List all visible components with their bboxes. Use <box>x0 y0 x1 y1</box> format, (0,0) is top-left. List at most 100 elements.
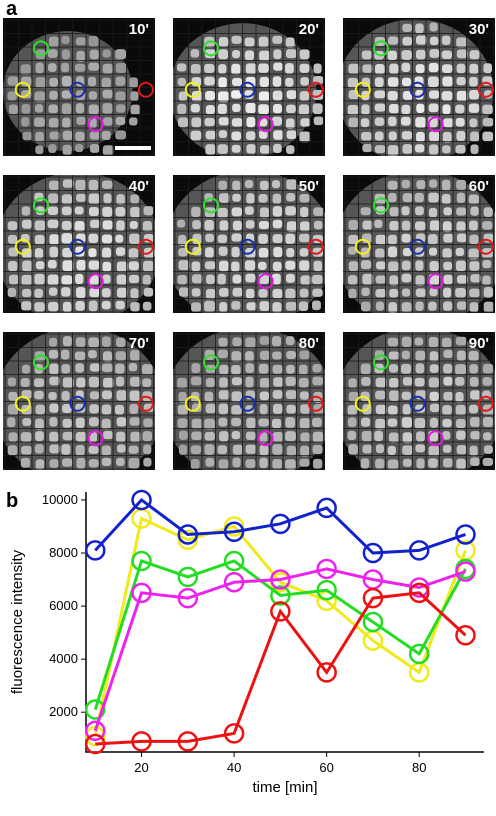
cell-spot <box>34 302 45 312</box>
cell-spot <box>401 391 412 400</box>
cell-spot <box>35 145 44 155</box>
cell-spot <box>299 364 308 375</box>
cell-spot <box>273 130 284 140</box>
cell-spot <box>190 459 200 470</box>
blue-marker-circle <box>409 395 426 412</box>
cell-spot <box>299 233 310 243</box>
cell-spot <box>88 260 100 270</box>
cell-spot <box>246 144 257 154</box>
cell-spot <box>387 459 399 470</box>
cell-spot <box>415 49 426 60</box>
cell-spot <box>299 248 309 257</box>
cell-spot <box>259 50 271 61</box>
cell-spot <box>401 220 411 231</box>
cell-spot <box>375 390 386 400</box>
cell-spot <box>218 403 229 415</box>
cell-spot <box>204 63 215 74</box>
cell-spot <box>401 77 412 87</box>
cell-spot <box>190 130 202 141</box>
cell-spot <box>428 207 438 218</box>
cell-spot <box>401 206 410 216</box>
cell-spot <box>272 261 282 272</box>
cell-spot <box>469 76 478 87</box>
cell-spot <box>177 418 188 429</box>
cell-spot <box>205 457 215 467</box>
data-point <box>223 516 245 537</box>
cell-spot <box>443 363 453 374</box>
cell-spot <box>443 458 453 468</box>
cell-spot <box>75 37 87 46</box>
cell-spot <box>218 246 228 256</box>
cell-spot <box>347 77 359 88</box>
cell-spot <box>389 221 400 231</box>
cell-spot <box>285 336 295 346</box>
cell-spot <box>455 418 466 429</box>
cell-spot <box>441 193 451 205</box>
cell-spot <box>205 144 216 155</box>
cell-spot <box>101 363 113 373</box>
cell-spot <box>48 349 59 359</box>
cell-spot <box>35 418 44 430</box>
cell-spot <box>428 192 439 203</box>
cell-spot <box>88 417 99 427</box>
cell-spot <box>7 417 16 428</box>
cell-spot <box>217 207 228 219</box>
cell-spot <box>470 274 482 283</box>
cell-spot <box>272 219 283 229</box>
cell-spot <box>219 377 228 389</box>
cell-spot <box>415 206 424 216</box>
cell-spot <box>62 179 74 188</box>
cell-spot <box>312 364 322 373</box>
cell-spot <box>402 144 413 154</box>
cell-spot <box>89 363 101 372</box>
cell-spot <box>231 391 242 402</box>
cell-spot <box>388 246 398 258</box>
cell-spot <box>102 206 113 217</box>
cell-spot <box>298 301 309 312</box>
cell-spot <box>286 179 298 190</box>
cell-spot <box>232 337 242 347</box>
cell-spot <box>361 417 371 427</box>
cell-spot <box>130 349 141 361</box>
cell-spot <box>219 431 229 442</box>
cell-spot <box>190 376 202 386</box>
cell-spot <box>74 221 85 232</box>
scale-bar <box>115 146 151 150</box>
cell-spot <box>416 458 425 469</box>
cell-spot <box>313 207 324 216</box>
y-tick-label: 8000 <box>49 545 78 560</box>
cell-spot <box>35 404 46 415</box>
cell-spot <box>347 104 359 116</box>
cell-spot <box>245 63 257 74</box>
cell-spot <box>244 206 254 215</box>
microscopy-tile: 30' <box>343 18 495 156</box>
cell-spot <box>102 351 113 362</box>
cell-spot <box>245 288 255 299</box>
cell-spot <box>455 288 467 298</box>
cell-spot <box>88 193 100 204</box>
cell-spot <box>7 445 18 456</box>
cell-spot <box>244 179 254 189</box>
cell-spot <box>245 103 257 113</box>
cell-spot <box>360 363 371 375</box>
tile-image <box>3 332 155 470</box>
cell-spot <box>299 194 310 203</box>
cell-spot <box>443 301 453 311</box>
data-point <box>408 577 430 598</box>
data-point <box>455 625 476 646</box>
cell-spot <box>21 301 32 311</box>
tile-image <box>3 175 155 313</box>
cell-spot <box>299 458 310 467</box>
cell-spot <box>347 430 357 440</box>
cell-spot <box>299 418 311 429</box>
cell-spot <box>273 49 282 60</box>
cell-spot <box>272 444 283 455</box>
cell-spot <box>483 301 494 313</box>
data-point <box>362 587 384 609</box>
cell-spot <box>441 91 453 101</box>
cell-spot <box>455 104 465 114</box>
cell-spot <box>389 288 399 298</box>
cell-spot <box>47 49 58 58</box>
cell-spot <box>360 207 371 216</box>
cell-spot <box>482 457 494 467</box>
